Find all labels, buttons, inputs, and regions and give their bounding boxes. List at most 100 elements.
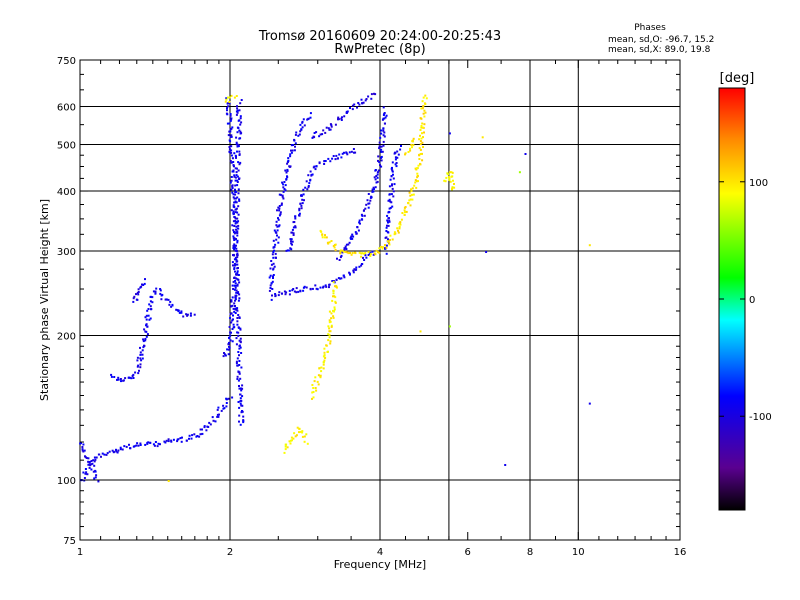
echo-point xyxy=(226,113,229,116)
echo-point xyxy=(225,397,228,400)
echo-point xyxy=(231,284,234,287)
echo-point xyxy=(361,263,364,265)
echo-point xyxy=(451,171,454,174)
echo-point xyxy=(139,353,142,356)
echo-point xyxy=(111,449,114,452)
echo-point xyxy=(372,186,375,189)
echo-point xyxy=(348,151,351,154)
echo-point xyxy=(415,180,418,183)
echo-point xyxy=(319,374,322,377)
echo-point xyxy=(189,314,192,317)
echo-point xyxy=(147,441,150,444)
echo-point xyxy=(298,207,301,210)
echo-point xyxy=(228,341,230,344)
echo-point xyxy=(343,249,346,252)
echo-point xyxy=(241,387,244,390)
echo-point xyxy=(236,196,239,199)
echo-point xyxy=(448,325,451,328)
echo-point xyxy=(230,299,233,302)
echo-point xyxy=(278,291,281,294)
echo-point xyxy=(168,303,171,306)
echo-point xyxy=(205,429,208,432)
echo-point xyxy=(237,351,240,353)
echo-point xyxy=(378,145,381,148)
echo-point xyxy=(329,128,332,131)
echo-point xyxy=(138,369,140,372)
echo-point xyxy=(418,153,421,156)
echo-point xyxy=(235,167,238,170)
echo-point xyxy=(524,153,527,155)
echo-point xyxy=(278,209,281,212)
echo-point xyxy=(230,149,233,152)
echo-point xyxy=(272,246,275,249)
echo-point xyxy=(419,129,422,131)
echo-point xyxy=(229,317,232,319)
echo-point xyxy=(235,136,238,139)
echo-point xyxy=(369,253,372,256)
echo-point xyxy=(504,464,507,466)
echo-point xyxy=(237,161,240,164)
echo-point xyxy=(231,319,234,322)
echo-point xyxy=(343,151,345,154)
echo-point xyxy=(403,209,406,212)
echo-point xyxy=(407,151,410,153)
echo-point xyxy=(411,193,413,196)
echo-point xyxy=(234,284,237,287)
echo-point xyxy=(422,146,424,148)
echo-point xyxy=(232,229,235,232)
echo-point xyxy=(385,246,388,249)
data-traces xyxy=(79,92,591,483)
echo-point xyxy=(416,167,418,170)
echo-point xyxy=(342,274,345,277)
echo-point xyxy=(451,187,454,190)
echo-trace xyxy=(283,426,309,454)
echo-point xyxy=(277,218,280,221)
echo-point xyxy=(358,221,361,224)
echo-point xyxy=(238,339,241,342)
echo-point xyxy=(382,134,385,137)
echo-point xyxy=(419,162,421,165)
echo-point xyxy=(88,463,91,466)
echo-point xyxy=(236,267,239,270)
echo-point xyxy=(294,133,297,136)
echo-point xyxy=(239,393,242,396)
echo-point xyxy=(424,103,427,105)
echo-point xyxy=(301,126,304,129)
echo-point xyxy=(330,240,333,242)
echo-point xyxy=(115,448,117,451)
echo-point xyxy=(316,288,319,291)
echo-point xyxy=(298,212,301,215)
echo-point xyxy=(238,119,241,122)
echo-point xyxy=(137,293,140,296)
echo-point xyxy=(239,402,242,405)
echo-point xyxy=(225,98,228,101)
echo-point xyxy=(193,313,196,316)
echo-trace xyxy=(319,94,428,258)
echo-point xyxy=(232,213,235,216)
echo-point xyxy=(323,351,326,354)
echo-point xyxy=(238,150,241,153)
echo-point xyxy=(233,243,236,246)
echo-point xyxy=(448,132,451,135)
echo-point xyxy=(236,283,239,286)
echo-point xyxy=(176,440,179,443)
echo-point xyxy=(285,443,288,446)
echo-point xyxy=(216,408,219,411)
echo-point xyxy=(367,254,370,256)
echo-point xyxy=(155,287,158,290)
echo-point xyxy=(312,387,315,389)
echo-point xyxy=(235,244,237,247)
echo-point xyxy=(351,237,354,240)
echo-point xyxy=(386,214,389,217)
echo-point xyxy=(322,285,325,288)
echo-point xyxy=(233,268,236,271)
echo-point xyxy=(152,290,155,293)
echo-point xyxy=(354,151,357,154)
echo-point xyxy=(180,440,183,443)
echo-point xyxy=(334,249,337,252)
colorbar-tick-label: -100 xyxy=(749,412,772,423)
echo-point xyxy=(149,317,152,320)
echo-point xyxy=(88,461,91,463)
echo-point xyxy=(278,193,281,196)
echo-point xyxy=(239,117,242,120)
